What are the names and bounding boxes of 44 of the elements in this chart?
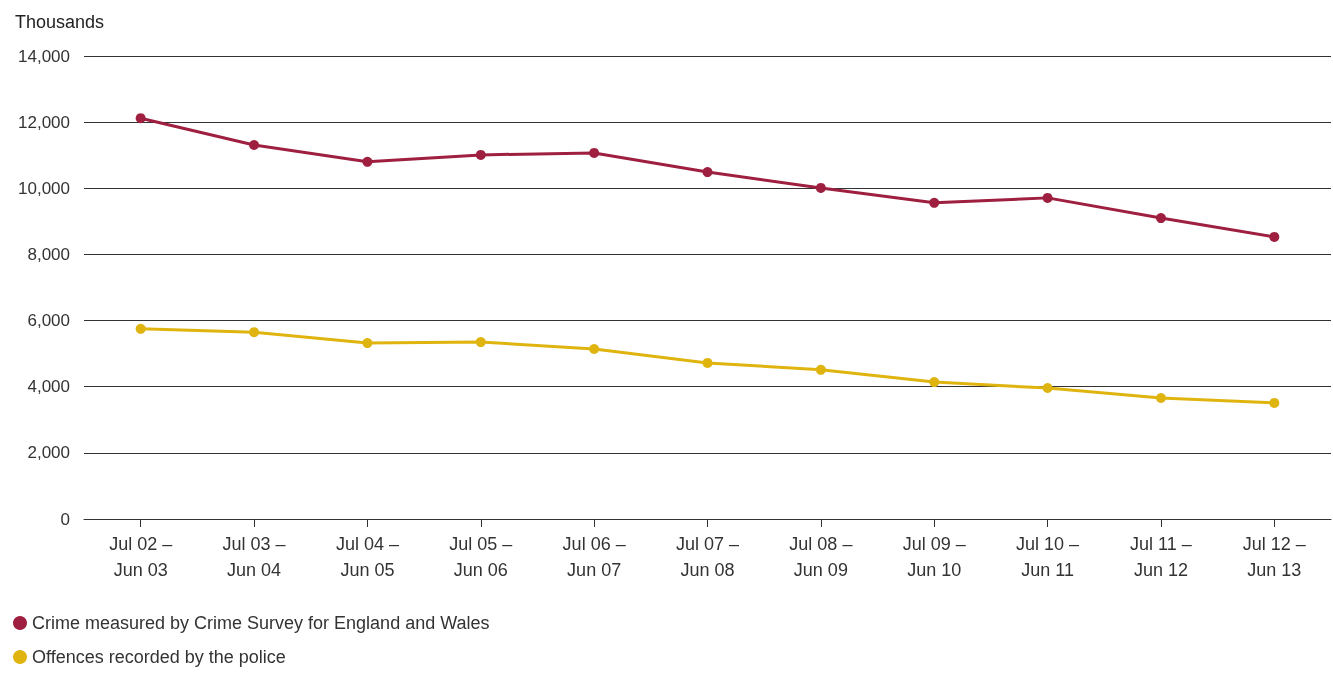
- point: [475, 149, 486, 160]
- x-tick-label: Jul 08 – Jun 09: [789, 534, 853, 580]
- point: [702, 357, 713, 368]
- y-tick-label: 12,000: [18, 112, 70, 132]
- point: [1155, 213, 1166, 224]
- point: [1269, 397, 1280, 408]
- y-tick-label: 6,000: [27, 311, 70, 331]
- y-axis-title: Thousands: [15, 12, 105, 32]
- point: [815, 364, 826, 375]
- point: [475, 337, 486, 348]
- point: [135, 113, 146, 124]
- point: [929, 377, 940, 388]
- y-tick-label: 10,000: [18, 178, 70, 198]
- point: [1155, 392, 1166, 403]
- x-tick-label: Jul 06 – Jun 07: [562, 534, 626, 580]
- x-tick-label: Jul 03 – Jun 04: [222, 534, 286, 580]
- point: [249, 139, 260, 150]
- point: [249, 327, 260, 338]
- point: [1042, 192, 1053, 203]
- y-tick-label: 0: [60, 509, 70, 529]
- point: [135, 323, 146, 334]
- y-tick-label: 4,000: [27, 377, 70, 397]
- x-tick-label: Jul 02 – Jun 03: [109, 534, 173, 580]
- legend-label: Offences recorded by the police: [32, 647, 286, 667]
- point: [589, 344, 600, 355]
- y-tick-label: 14,000: [18, 46, 70, 66]
- point: [589, 147, 600, 158]
- x-tick-label: Jul 07 – Jun 08: [675, 534, 740, 580]
- point: [1269, 231, 1280, 242]
- x-tick-label: Jul 05 – Jun 06: [449, 534, 513, 580]
- point: [702, 167, 713, 178]
- y-tick-label: 2,000: [27, 443, 70, 463]
- x-tick-label: Jul 12 – Jun 13: [1242, 534, 1306, 580]
- point: [815, 182, 826, 193]
- point: [1042, 383, 1053, 394]
- x-tick-label: Jul 10 – Jun 11: [1016, 534, 1080, 580]
- x-tick-label: Jul 09 – Jun 10: [902, 534, 966, 580]
- point: [362, 338, 373, 349]
- x-tick-label: Jul 04 – Jun 05: [335, 534, 399, 580]
- y-tick-label: 8,000: [27, 244, 70, 264]
- point: [929, 197, 940, 208]
- point: [362, 156, 373, 167]
- legend-label: Crime measured by Crime Survey for England and Wales: [32, 613, 490, 633]
- x-tick-label: Jul 11 – Jun 12: [1130, 534, 1192, 580]
